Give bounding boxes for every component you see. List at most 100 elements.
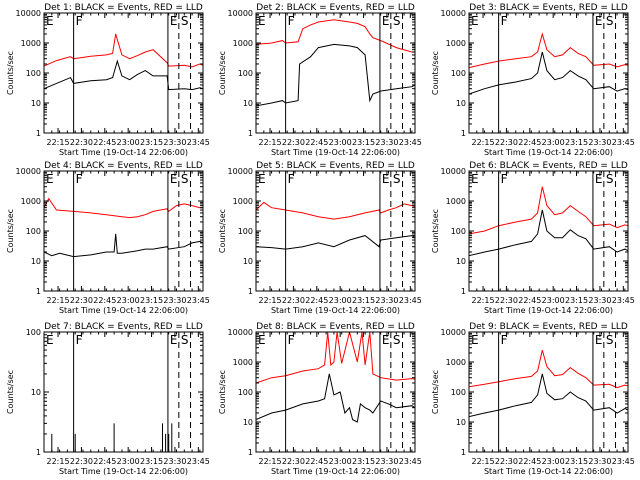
series-lld-line <box>256 332 415 384</box>
y-axis-label: Counts/sec <box>431 51 440 95</box>
x-axis-label: Start Time (19-Oct-14 22:06:00) <box>271 467 400 476</box>
event-marker-label: E <box>595 172 603 186</box>
y-tick-label: 10 <box>243 99 253 108</box>
x-tick-label: 22:30 <box>495 457 518 466</box>
event-marker-label: S <box>393 172 401 186</box>
x-tick-label: 23:30 <box>163 457 186 466</box>
x-tick-label: 23:15 <box>352 457 375 466</box>
event-marker-label: E <box>170 333 178 347</box>
event-marker-label: S <box>393 14 401 28</box>
x-tick-label: 23:15 <box>565 457 588 466</box>
y-tick-label: 1 <box>461 448 466 457</box>
y-tick-label: 1000 <box>233 197 253 206</box>
x-tick-label: 22:15 <box>258 296 281 305</box>
x-tick-label: 23:30 <box>375 296 398 305</box>
chart-title: Det 3: BLACK = Events, RED = LLD <box>469 3 628 13</box>
event-marker-label: E <box>258 172 266 186</box>
x-tick-label: 23:00 <box>117 138 140 147</box>
event-marker-label: E <box>170 172 178 186</box>
x-tick-label: 22:30 <box>495 296 518 305</box>
y-tick-label: 1000 <box>446 358 466 367</box>
x-axis-label: Start Time (19-Oct-14 22:06:00) <box>271 148 400 157</box>
x-tick-label: 23:45 <box>399 296 422 305</box>
chart-title: Det 5: BLACK = Events, RED = LLD <box>256 161 415 171</box>
x-axis-label: Start Time (19-Oct-14 22:06:00) <box>59 148 188 157</box>
x-tick-label: 23:30 <box>375 457 398 466</box>
y-tick-label: 10000 <box>16 9 41 18</box>
y-tick-label: 100 <box>26 227 41 236</box>
x-tick-label: 22:45 <box>93 296 116 305</box>
y-tick-label: 10 <box>31 257 41 266</box>
x-tick-label: 22:15 <box>471 296 494 305</box>
event-marker-label: F <box>76 14 83 28</box>
y-tick-label: 10 <box>456 99 466 108</box>
y-axis-label: Counts/sec <box>218 370 227 414</box>
x-axis-label: Start Time (19-Oct-14 22:06:00) <box>59 306 188 315</box>
x-tick-label: 23:45 <box>612 138 635 147</box>
x-tick-label: 22:15 <box>258 457 281 466</box>
y-tick-label: 1000 <box>233 39 253 48</box>
x-tick-label: 23:00 <box>329 138 352 147</box>
series-events-line <box>44 233 203 258</box>
event-marker-label: E <box>595 333 603 347</box>
x-tick-label: 22:15 <box>471 457 494 466</box>
y-tick-label: 10000 <box>228 167 253 176</box>
event-marker-label: E <box>46 172 54 186</box>
y-tick-label: 10000 <box>228 328 253 337</box>
y-tick-label: 100 <box>238 227 253 236</box>
x-tick-label: 22:45 <box>93 138 116 147</box>
y-tick-label: 10 <box>456 418 466 427</box>
series-lld-line <box>469 32 628 69</box>
y-axis-label: Counts/sec <box>431 370 440 414</box>
event-marker-label: F <box>288 172 295 186</box>
x-axis-label: Start Time (19-Oct-14 22:06:00) <box>484 467 613 476</box>
x-tick-label: 23:45 <box>187 138 210 147</box>
event-marker-label: F <box>501 14 508 28</box>
x-tick-label: 22:30 <box>282 138 305 147</box>
x-tick-label: 22:15 <box>258 138 281 147</box>
x-tick-label: 23:15 <box>352 138 375 147</box>
series-events-line <box>256 43 415 107</box>
x-tick-label: 23:45 <box>612 296 635 305</box>
x-tick-label: 23:30 <box>163 296 186 305</box>
y-tick-label: 1 <box>36 129 41 138</box>
x-tick-label: 23:45 <box>399 457 422 466</box>
series-events-line <box>469 373 628 418</box>
y-tick-label: 10000 <box>16 167 41 176</box>
event-marker-label: E <box>382 172 390 186</box>
x-tick-label: 23:45 <box>399 138 422 147</box>
y-tick-label: 10 <box>456 257 466 266</box>
event-marker-label: S <box>181 14 189 28</box>
event-marker-label: E <box>471 333 479 347</box>
y-tick-label: 1 <box>248 448 253 457</box>
y-tick-label: 1 <box>248 129 253 138</box>
x-tick-label: 23:15 <box>140 138 163 147</box>
event-marker-label: E <box>46 14 54 28</box>
series-lld-line <box>44 197 203 219</box>
x-tick-label: 23:15 <box>565 138 588 147</box>
x-tick-label: 23:30 <box>588 457 611 466</box>
chart-title: Det 8: BLACK = Events, RED = LLD <box>256 322 415 332</box>
y-tick-label: 1 <box>461 129 466 138</box>
y-tick-label: 10000 <box>441 328 466 337</box>
y-tick-label: 100 <box>451 69 466 78</box>
x-axis-label: Start Time (19-Oct-14 22:06:00) <box>271 306 400 315</box>
x-tick-label: 23:45 <box>187 296 210 305</box>
x-tick-label: 23:30 <box>588 138 611 147</box>
x-tick-label: 23:00 <box>329 296 352 305</box>
event-marker-label: F <box>76 333 83 347</box>
x-tick-label: 23:45 <box>187 457 210 466</box>
chart-title: Det 1: BLACK = Events, RED = LLD <box>44 3 203 13</box>
chart-title: Det 7: BLACK = Events, RED = LLD <box>44 322 203 332</box>
y-axis-label: Counts/sec <box>218 209 227 253</box>
y-axis-label: Counts/sec <box>431 209 440 253</box>
chart-title: Det 9: BLACK = Events, RED = LLD <box>469 322 628 332</box>
event-marker-label: E <box>595 14 603 28</box>
series-lld-line <box>256 201 415 220</box>
event-marker-label: F <box>501 333 508 347</box>
x-tick-label: 23:15 <box>565 296 588 305</box>
